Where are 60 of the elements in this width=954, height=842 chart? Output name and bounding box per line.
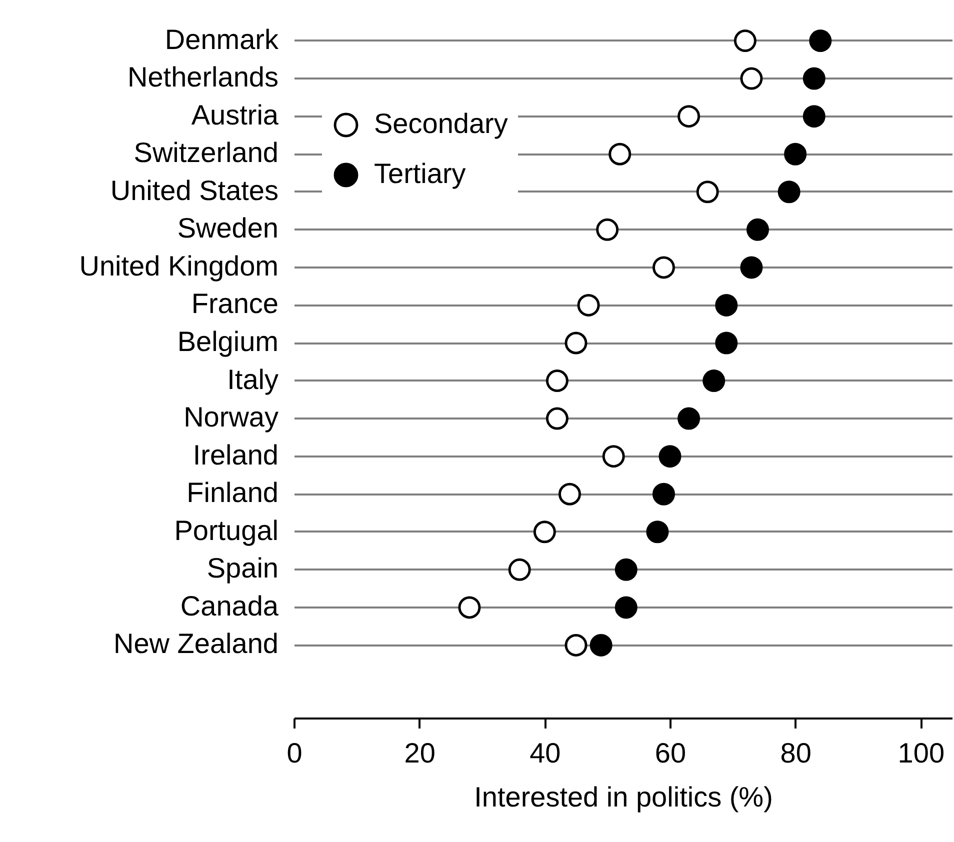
point: [702, 370, 726, 392]
point: [558, 482, 581, 506]
x-tick-label: 0: [286, 738, 302, 768]
point: [784, 142, 807, 166]
y-tick-label: Italy: [227, 364, 278, 395]
point: [734, 30, 756, 52]
x-tick-label: 100: [898, 738, 945, 768]
x-tick-label: 60: [654, 738, 686, 768]
x-tick-label: 20: [404, 738, 436, 768]
point: [652, 482, 675, 506]
y-tick-label: New Zealand: [114, 628, 278, 660]
point: [614, 596, 638, 619]
point: [546, 370, 568, 392]
y-tick-label: Switzerland: [134, 137, 278, 168]
y-tick-label: United Kingdom: [79, 250, 278, 282]
point: [546, 407, 568, 430]
point: [596, 218, 619, 241]
y-tick-label: Norway: [184, 402, 278, 433]
y-tick-label: Spain: [206, 552, 278, 584]
point: [740, 67, 763, 90]
point: [590, 634, 612, 656]
point: [678, 407, 700, 430]
point: [746, 218, 769, 241]
point: [658, 445, 682, 468]
y-tick-label: Finland: [186, 477, 278, 508]
point: [508, 558, 531, 581]
y-tick-label: Austria: [191, 99, 279, 130]
point: [740, 256, 763, 279]
point: [715, 294, 738, 316]
legend-label: Tertiary: [374, 158, 466, 189]
y-tick-label: Canada: [180, 590, 279, 622]
point: [458, 596, 481, 619]
y-tick-label: Denmark: [164, 24, 280, 55]
point: [809, 30, 832, 52]
y-tick-label: Netherlands: [128, 62, 278, 93]
point: [652, 256, 675, 279]
point: [602, 445, 625, 468]
point: [778, 180, 800, 204]
point: [646, 520, 669, 544]
x-tick-label: 80: [780, 738, 812, 768]
point: [614, 558, 638, 581]
point: [564, 332, 588, 354]
x-axis-title: Interested in politics (%): [474, 782, 773, 812]
point: [577, 294, 600, 316]
point: [802, 105, 826, 128]
point: [564, 634, 588, 656]
point: [608, 142, 632, 166]
point: [533, 520, 556, 544]
point: [715, 332, 738, 354]
y-tick-label: Belgium: [177, 326, 278, 357]
y-tick-label: Sweden: [177, 212, 278, 244]
x-tick-label: 40: [530, 738, 561, 768]
y-tick-label: France: [191, 288, 278, 320]
point: [696, 180, 719, 204]
y-tick-label: Ireland: [192, 439, 278, 470]
y-tick-label: Portugal: [174, 514, 278, 546]
point: [678, 105, 700, 128]
point: [802, 67, 826, 90]
y-tick-label: United States: [110, 174, 278, 206]
legend-label: Secondary: [374, 108, 508, 139]
